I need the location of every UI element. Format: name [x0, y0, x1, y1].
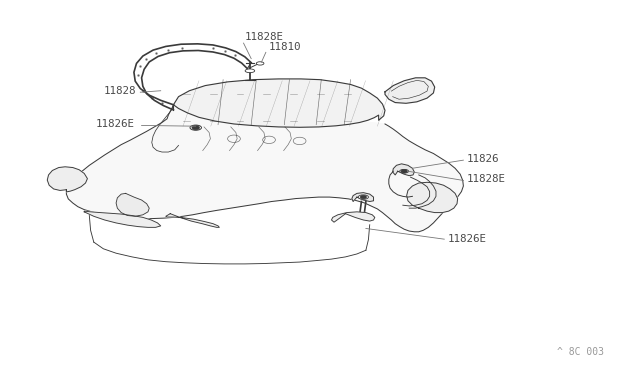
Text: ^ 8C 003: ^ 8C 003: [557, 347, 604, 357]
Polygon shape: [393, 164, 414, 176]
Polygon shape: [352, 193, 374, 202]
Ellipse shape: [190, 125, 202, 130]
Polygon shape: [67, 105, 463, 232]
Text: 11826E: 11826E: [96, 119, 134, 129]
Text: 11828E: 11828E: [245, 32, 284, 42]
Polygon shape: [166, 214, 220, 227]
Circle shape: [401, 169, 407, 173]
Ellipse shape: [358, 195, 369, 199]
Polygon shape: [116, 193, 149, 216]
Polygon shape: [84, 211, 161, 227]
Polygon shape: [406, 182, 458, 212]
Circle shape: [192, 125, 200, 130]
Polygon shape: [332, 212, 375, 222]
Text: 11828: 11828: [103, 86, 136, 96]
Polygon shape: [47, 167, 88, 192]
Text: 11810: 11810: [269, 42, 301, 52]
Polygon shape: [173, 79, 385, 127]
Text: 11826: 11826: [467, 154, 499, 164]
Ellipse shape: [399, 169, 408, 173]
Ellipse shape: [256, 62, 264, 65]
Text: 11828E: 11828E: [467, 174, 506, 184]
Circle shape: [360, 195, 367, 199]
Ellipse shape: [245, 69, 255, 73]
Polygon shape: [385, 78, 435, 103]
Text: 11826E: 11826E: [447, 234, 486, 244]
